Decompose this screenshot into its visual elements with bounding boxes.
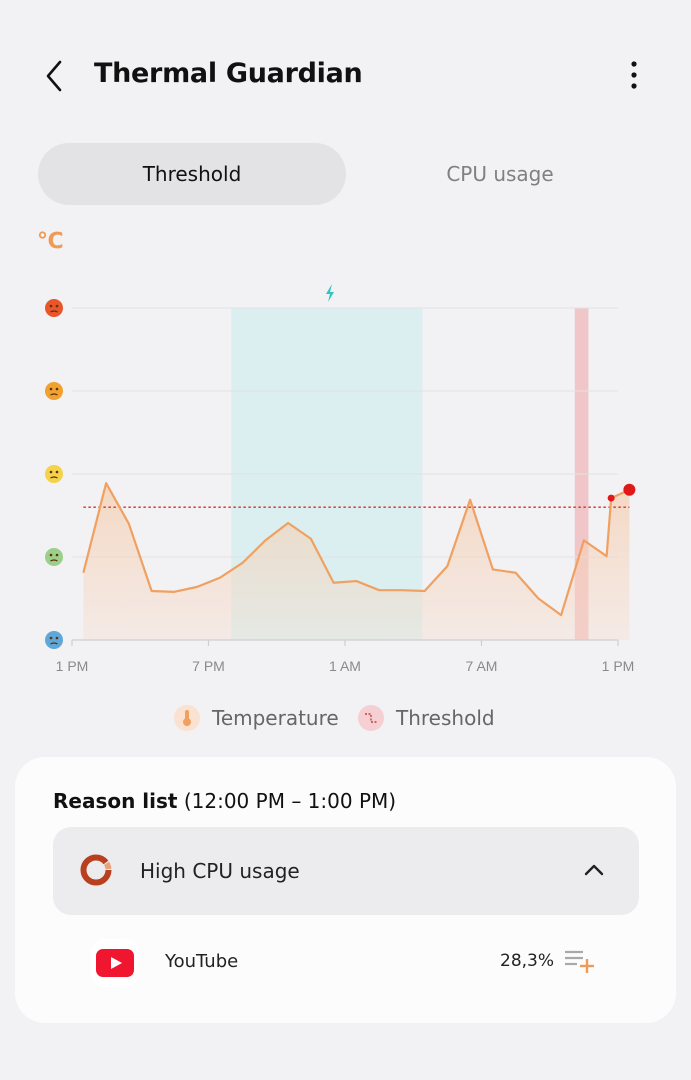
app-usage-row[interactable]: YouTube 28,3%	[53, 927, 639, 997]
youtube-icon	[91, 939, 139, 987]
warm-face-icon	[45, 465, 63, 483]
more-vertical-icon	[631, 61, 637, 89]
threshold-step-icon	[358, 705, 384, 731]
reason-item-high-cpu[interactable]: High CPU usage	[53, 827, 639, 915]
reason-list-title: Reason list (12:00 PM – 1:00 PM)	[53, 789, 396, 813]
app-cpu-percent: 28,3%	[500, 951, 555, 971]
app-header: Thermal Guardian	[0, 0, 691, 150]
legend-threshold-label: Threshold	[396, 706, 495, 730]
reason-list-card: Reason list (12:00 PM – 1:00 PM) High CP…	[15, 757, 676, 1023]
temperature-area	[83, 483, 630, 640]
reason-list-heading: Reason list	[53, 789, 178, 813]
legend-threshold: Threshold	[358, 700, 495, 736]
chart-legend: Temperature Threshold	[0, 700, 691, 736]
chart-canvas: 1 PM 7 PM 1 AM 7 AM 1 PM	[45, 284, 636, 674]
reason-list-time-range: (12:00 PM – 1:00 PM)	[177, 789, 397, 813]
tab-threshold[interactable]: Threshold	[38, 143, 346, 205]
tab-cpu-usage[interactable]: CPU usage	[446, 162, 554, 186]
x-tick-label: 1 AM	[329, 658, 361, 674]
x-tick-label: 7 AM	[466, 658, 498, 674]
threshold-cross-point	[607, 494, 615, 502]
chevron-left-icon	[46, 60, 62, 92]
x-tick-label: 1 PM	[602, 658, 635, 674]
chevron-up-icon[interactable]	[581, 857, 607, 883]
back-button[interactable]	[36, 54, 76, 98]
add-to-list-button[interactable]	[563, 947, 599, 977]
legend-temperature: Temperature	[174, 700, 339, 736]
more-options-button[interactable]	[614, 56, 654, 96]
hot-face-icon	[45, 382, 63, 400]
playlist-add-icon	[565, 950, 594, 973]
cold-face-icon	[45, 631, 63, 649]
temperature-chart: 1 PM 7 PM 1 AM 7 AM 1 PM	[0, 270, 691, 690]
cpu-donut-icon	[80, 854, 112, 886]
charging-bolt-icon	[326, 284, 334, 302]
tab-bar: Threshold CPU usage	[38, 143, 654, 205]
x-tick-label: 7 PM	[192, 658, 225, 674]
cool-face-icon	[45, 548, 63, 566]
reason-item-label: High CPU usage	[140, 859, 300, 883]
very-hot-face-icon	[45, 299, 63, 317]
page-title: Thermal Guardian	[94, 58, 363, 89]
current-temperature-point	[623, 483, 636, 496]
temperature-unit-label: ℃	[37, 229, 64, 254]
x-tick-label: 1 PM	[56, 658, 89, 674]
temperature-line	[82, 482, 630, 617]
thermometer-icon	[174, 705, 200, 731]
app-name: YouTube	[165, 951, 239, 972]
legend-temperature-label: Temperature	[212, 706, 339, 730]
